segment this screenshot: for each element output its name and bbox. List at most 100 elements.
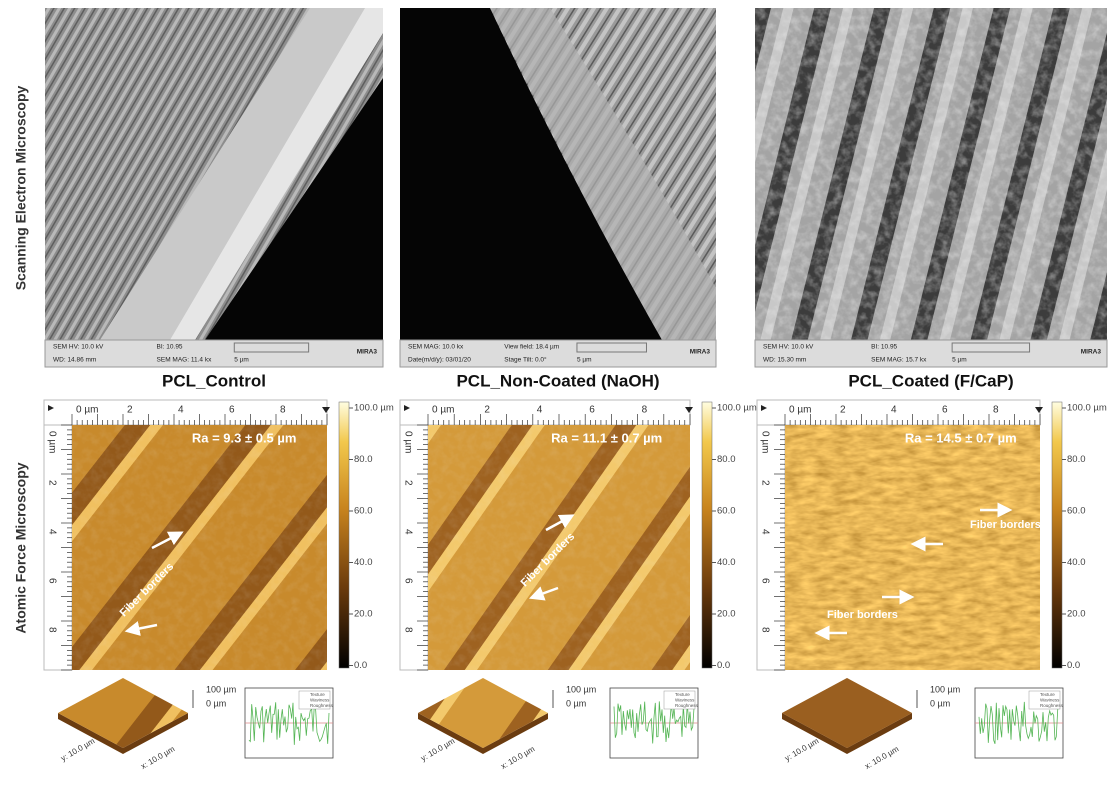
sem-info: WD: 14.86 mm <box>53 357 96 364</box>
colorbar-label: 20.0 <box>1067 609 1086 620</box>
colorbar <box>339 402 349 668</box>
colorbar <box>1052 402 1062 668</box>
sem-texture <box>755 8 1107 340</box>
ruler-label: 6 <box>942 405 948 416</box>
ruler-label: 0 µm <box>76 405 98 416</box>
sem-brand: MIRA3 <box>690 349 711 356</box>
sem-image <box>755 8 1107 367</box>
ruler-label: 4 <box>537 405 543 416</box>
row-label: Scanning Electron Microscopy <box>13 85 29 290</box>
roughness-label: Ra = 14.5 ± 0.7 µm <box>905 430 1017 445</box>
ruler-label: 0 µm <box>432 405 454 416</box>
surface-label: x: 10.0 µm <box>499 744 536 771</box>
surface-label: y: 10.0 µm <box>419 736 456 763</box>
sem-info: SEM HV: 10.0 kV <box>763 344 814 351</box>
sem-info: 5 µm <box>577 357 592 364</box>
panel-title: PCL_Control <box>162 371 266 390</box>
ruler-label: 6 <box>46 578 57 584</box>
panel-title: PCL_Non-Coated (NaOH) <box>456 371 659 390</box>
ruler-label: 2 <box>402 480 413 486</box>
panel-title: PCL_Coated (F/CaP) <box>848 371 1013 390</box>
colorbar-label: 60.0 <box>354 506 373 517</box>
colorbar-label: 60.0 <box>1067 506 1086 517</box>
colorbar-label: 80.0 <box>354 454 373 465</box>
sem-brand: MIRA3 <box>1081 349 1102 356</box>
sem-image <box>400 8 716 367</box>
colorbar-label: 100.0 µm <box>1067 403 1107 414</box>
colorbar-label: 100.0 µm <box>354 403 394 414</box>
ruler-label: 4 <box>46 529 57 535</box>
annotation: Fiber borders <box>970 519 1041 531</box>
ruler-label: 4 <box>891 405 897 416</box>
colorbar-label: 100.0 µm <box>717 403 757 414</box>
ruler-label: 0 µm <box>402 431 413 453</box>
afm-texture <box>72 425 327 670</box>
legend-entry: Waviness <box>310 698 330 703</box>
surface-3d-texture <box>782 678 912 748</box>
sem-info: Date(m/d/y): 03/01/20 <box>408 357 471 364</box>
surface-label: x: 10.0 µm <box>863 744 900 771</box>
surface-label: y: 10.0 µm <box>783 736 820 763</box>
colorbar-label: 0.0 <box>1067 660 1080 671</box>
sem-info: SEM MAG: 15.7 kx <box>871 357 927 364</box>
annotation: Fiber borders <box>827 609 898 621</box>
colorbar-label: 40.0 <box>717 557 736 568</box>
roughness-label: Ra = 11.1 ± 0.7 µm <box>551 430 662 445</box>
colorbar-label: 20.0 <box>717 609 736 620</box>
colorbar-label: 0.0 <box>717 660 730 671</box>
sem-info: WD: 15.30 mm <box>763 357 806 364</box>
ruler-label: 0 µm <box>759 431 770 453</box>
sem-info: SEM HV: 10.0 kV <box>53 344 104 351</box>
legend-entry: Roughness <box>1040 703 1064 708</box>
sem-info: View field: 18.4 µm <box>504 344 559 351</box>
colorbar-label: 80.0 <box>717 454 736 465</box>
legend-entry: Texture <box>1040 692 1055 697</box>
colorbar-label: 40.0 <box>1067 557 1086 568</box>
roughness-label: Ra = 9.3 ± 0.5 µm <box>192 430 297 445</box>
legend-entry: Texture <box>310 692 325 697</box>
surface-label: 0 µm <box>930 698 950 708</box>
colorbar-label: 80.0 <box>1067 454 1086 465</box>
colorbar-label: 20.0 <box>354 609 373 620</box>
colorbar-label: 60.0 <box>717 506 736 517</box>
surface-label: 0 µm <box>206 698 226 708</box>
legend-entry: Waviness <box>1040 698 1060 703</box>
row-label: Atomic Force Microscopy <box>13 462 29 633</box>
surface-label: 100 µm <box>930 684 960 694</box>
surface-label: 100 µm <box>566 684 596 694</box>
ruler-label: 2 <box>127 405 133 416</box>
ruler-label: 2 <box>46 480 57 486</box>
legend-entry: Texture <box>675 692 690 697</box>
ruler-label: 8 <box>642 405 648 416</box>
ruler-label: 2 <box>759 480 770 486</box>
ruler-label: 8 <box>280 405 286 416</box>
colorbar-label: 0.0 <box>354 660 367 671</box>
ruler-label: 8 <box>993 405 999 416</box>
ruler-label: 6 <box>759 578 770 584</box>
sem-brand: MIRA3 <box>357 349 378 356</box>
sem-info: BI: 10.95 <box>871 344 897 351</box>
surface-3d <box>58 678 188 748</box>
sem-info: SEM MAG: 10.0 kx <box>408 344 464 351</box>
sem-info: BI: 10.95 <box>157 344 183 351</box>
ruler-label: 8 <box>759 627 770 633</box>
surface-3d <box>418 678 548 748</box>
ruler-label: 2 <box>840 405 846 416</box>
surface-label: 100 µm <box>206 684 236 694</box>
ruler-label: 0 µm <box>789 405 811 416</box>
ruler-label: 4 <box>759 529 770 535</box>
colorbar-label: 40.0 <box>354 557 373 568</box>
sem-info: 5 µm <box>952 357 967 364</box>
sem-info: SEM MAG: 11.4 kx <box>157 357 213 364</box>
legend-entry: Roughness <box>310 703 334 708</box>
ruler-label: 6 <box>589 405 595 416</box>
surface-label: y: 10.0 µm <box>59 736 96 763</box>
surface-label: x: 10.0 µm <box>139 744 176 771</box>
ruler-label: 2 <box>484 405 490 416</box>
ruler-label: 6 <box>229 405 235 416</box>
ruler-label: 4 <box>178 405 184 416</box>
figure: Scanning Electron Microscopy Atomic Force… <box>0 0 1109 785</box>
sem-info: Stage Tilt: 0.0° <box>504 356 547 364</box>
ruler-label: 8 <box>402 627 413 633</box>
sem-info: 5 µm <box>234 357 249 364</box>
